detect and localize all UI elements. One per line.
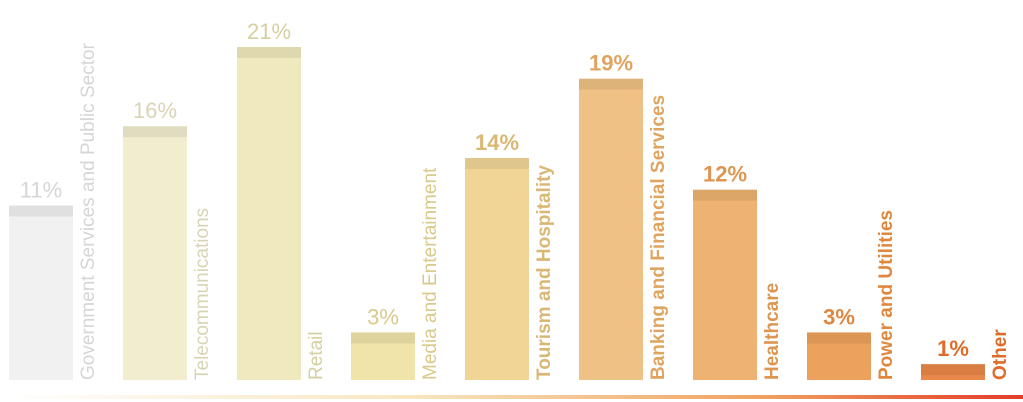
value-label: 14% [475, 130, 519, 155]
value-label: 21% [247, 19, 291, 44]
value-label: 16% [133, 98, 177, 123]
value-label: 12% [703, 162, 747, 187]
category-label: Telecommunications [192, 208, 213, 380]
category-label: Power and Utilities [876, 210, 897, 380]
value-label: 11% [20, 178, 62, 203]
category-label: Banking and Financial Services [648, 95, 669, 380]
bar [807, 332, 871, 380]
value-label: 3% [823, 304, 855, 329]
bar [921, 364, 985, 380]
bar [123, 126, 187, 381]
bar [693, 189, 757, 380]
category-label: Media and Entertainment [420, 167, 441, 380]
value-label: 19% [589, 51, 633, 76]
value-label: 1% [937, 336, 969, 361]
bar-cap [693, 189, 757, 201]
bar-cap [921, 364, 985, 376]
bar-cap [123, 126, 187, 138]
bar-cap [351, 332, 415, 344]
category-label: Government Services and Public Sector [78, 42, 99, 380]
category-label: Healthcare [762, 283, 783, 380]
bar-cap [579, 78, 643, 90]
bar [579, 78, 643, 380]
category-label: Retail [306, 331, 327, 380]
bar-cap [9, 205, 73, 217]
bar-cap [465, 157, 529, 169]
baseline [0, 395, 1023, 399]
bar [9, 205, 73, 380]
bar [465, 157, 529, 380]
category-label: Other [990, 329, 1011, 380]
category-label: Tourism and Hospitality [534, 165, 555, 380]
bar [351, 332, 415, 380]
bar-cap [237, 46, 301, 58]
bar-cap [807, 332, 871, 344]
value-label: 3% [367, 304, 399, 329]
bar [237, 46, 301, 380]
